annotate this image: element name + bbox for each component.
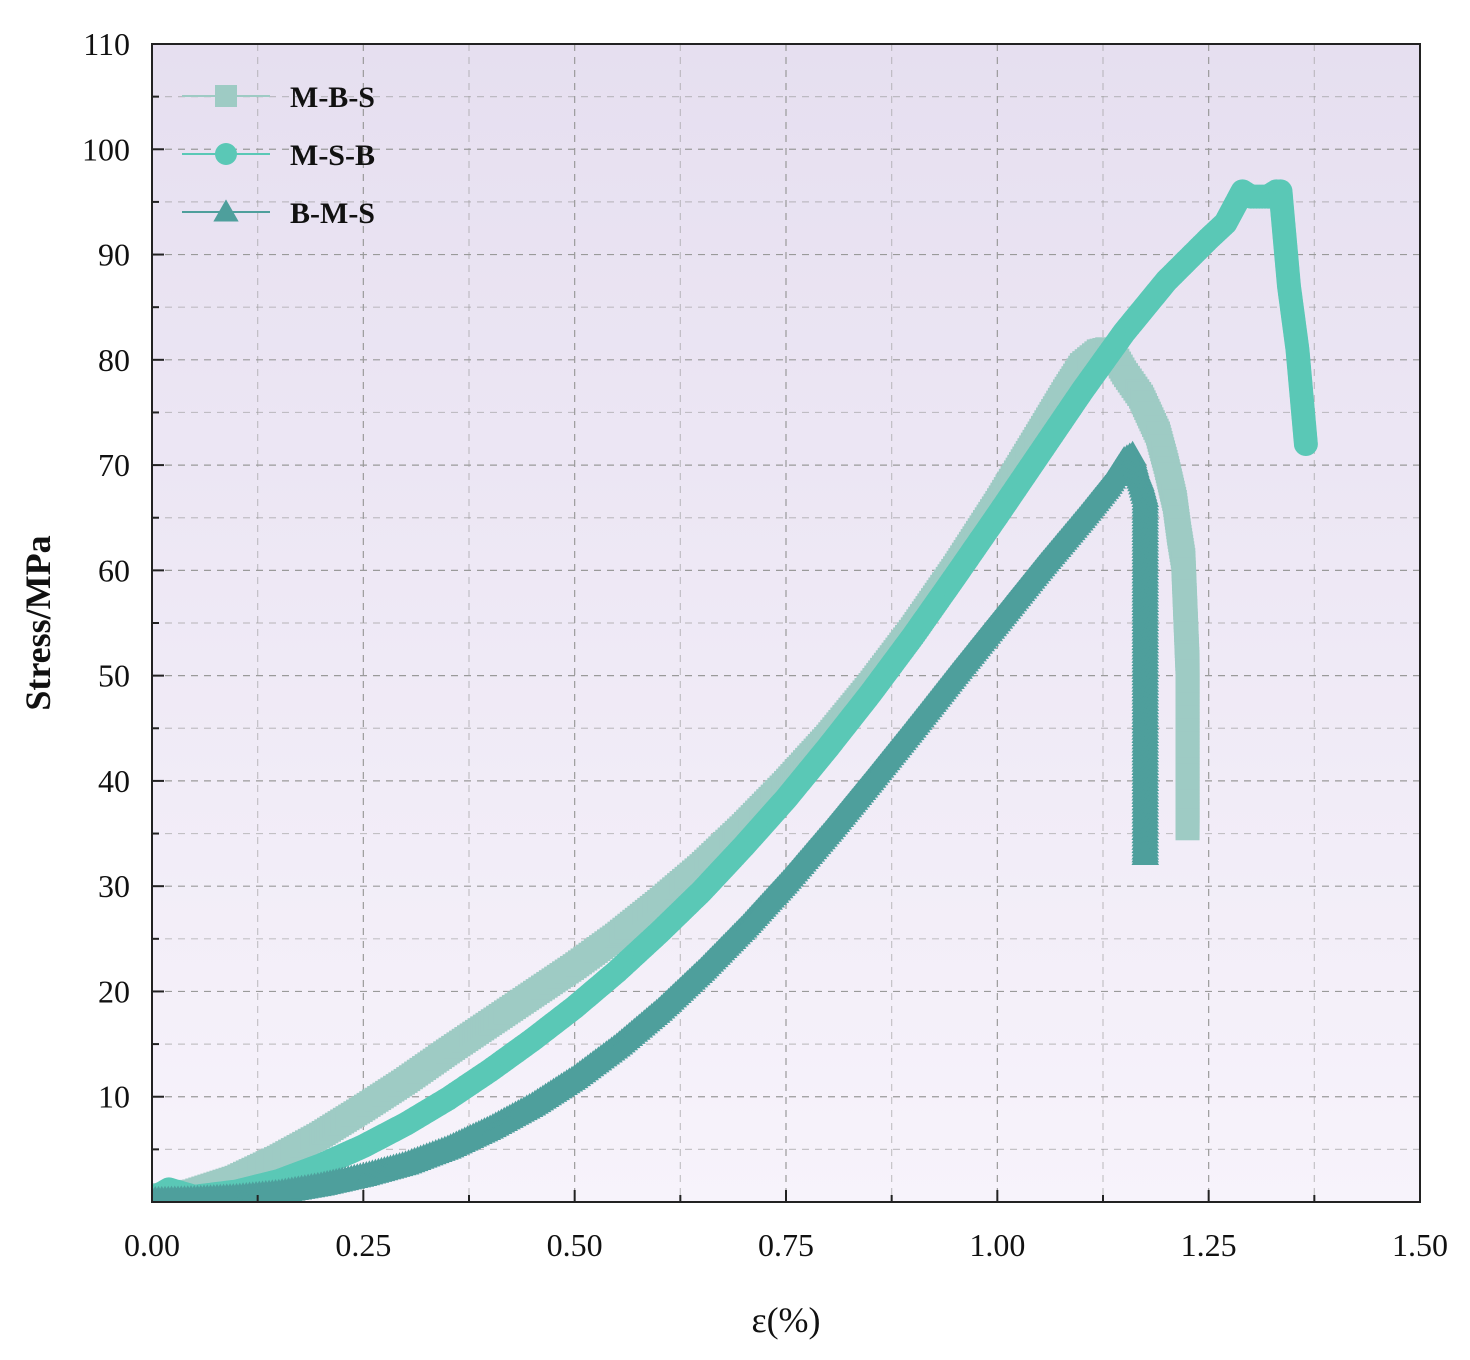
axis-ticks bbox=[151, 43, 1421, 1202]
y-tick-label: 100 bbox=[82, 131, 130, 167]
data-point bbox=[1175, 816, 1200, 841]
x-tick-label: 0.75 bbox=[758, 1227, 814, 1263]
legend-marker-triangle bbox=[213, 199, 239, 222]
data-point bbox=[1293, 432, 1318, 457]
y-tick-label: 90 bbox=[98, 237, 130, 273]
legend-marker-square bbox=[215, 85, 237, 107]
y-tick-label: 50 bbox=[98, 658, 130, 694]
x-tick-label: 1.50 bbox=[1392, 1227, 1448, 1263]
y-tick-label: 10 bbox=[98, 1079, 130, 1115]
series-layer bbox=[152, 179, 1318, 1202]
legend-item-m-s-b: M-S-B bbox=[182, 139, 375, 172]
y-tick-label: 60 bbox=[98, 552, 130, 588]
y-tick-label: 30 bbox=[98, 868, 130, 904]
y-tick-label: 70 bbox=[98, 447, 130, 483]
y-tick-label: 40 bbox=[98, 763, 130, 799]
series-b-m-s bbox=[152, 440, 1160, 1202]
x-tick-label: 0.25 bbox=[335, 1227, 391, 1263]
legend: M-B-S M-S-B B-M-S bbox=[182, 81, 375, 230]
x-tick-labels: 0.00 0.25 0.50 0.75 1.00 1.25 1.50 bbox=[124, 1227, 1448, 1263]
legend-label: B-M-S bbox=[290, 197, 375, 230]
y-tick-label: 80 bbox=[98, 342, 130, 378]
legend-label: M-S-B bbox=[290, 139, 375, 172]
data-point bbox=[1131, 840, 1160, 865]
y-axis-title: Stress/MPa bbox=[18, 535, 58, 710]
y-tick-label: 20 bbox=[98, 973, 130, 1009]
x-axis-title: ε(%) bbox=[751, 1300, 820, 1340]
x-tick-label: 0.50 bbox=[547, 1227, 603, 1263]
x-tick-label: 1.00 bbox=[969, 1227, 1025, 1263]
legend-item-m-b-s: M-B-S bbox=[182, 81, 375, 114]
y-tick-labels: 10 20 30 40 50 60 70 80 90 100 110 bbox=[82, 26, 130, 1115]
legend-item-b-m-s: B-M-S bbox=[182, 197, 375, 230]
x-tick-label: 1.25 bbox=[1181, 1227, 1237, 1263]
x-tick-label: 0.00 bbox=[124, 1227, 180, 1263]
legend-label: M-B-S bbox=[290, 81, 375, 114]
legend-marker-circle bbox=[215, 143, 237, 165]
y-tick-label: 110 bbox=[83, 26, 130, 62]
